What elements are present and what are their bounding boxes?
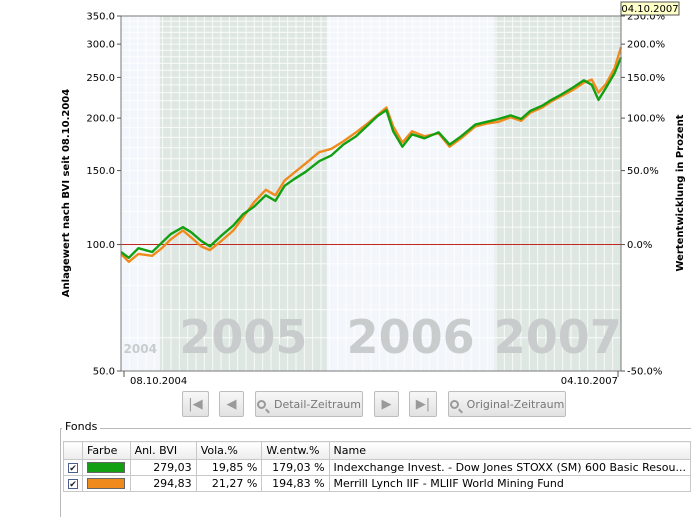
cell-anl-bvi: 279,03 [129, 459, 197, 476]
previous-button[interactable]: ◀ [219, 391, 244, 417]
original-zeitraum-label: Original-Zeitraum [466, 397, 565, 411]
original-zeitraum-button[interactable]: Original-Zeitraum [448, 391, 566, 417]
first-button[interactable]: |◀ [182, 391, 209, 417]
performance-chart[interactable]: 2004 2005 2006 2007 350.0 300.0 250.0 200.0 150… [0, 0, 691, 390]
grid-lines [121, 16, 621, 371]
x-axis-ticks: 08.10.2004 04.10.2007 [123, 371, 619, 387]
chevron-right-icon: ▶ [381, 396, 392, 412]
cell-vola: 19,85 % [195, 459, 263, 476]
next-button[interactable]: ▶ [374, 391, 399, 417]
right-tick-label: 100.0% [627, 114, 665, 125]
year-label: 2005 [179, 310, 307, 364]
left-tick-label: 50.0 [93, 367, 115, 378]
skip-back-icon: |◀ [188, 396, 203, 412]
column-header-wentw[interactable]: W.entw.% [261, 441, 330, 460]
table-row[interactable]: ✔ 279,03 19,85 % 179,03 % Indexchange In… [63, 459, 691, 476]
color-swatch [87, 462, 125, 473]
plot-area-border [120, 15, 622, 372]
right-tick-label: 50.0% [627, 166, 659, 177]
cell-name: Merrill Lynch IIF - MLIIF World Mining F… [328, 475, 691, 492]
color-swatch [87, 478, 125, 489]
year-label: 2004 [124, 342, 157, 356]
left-tick-label: 350.0 [86, 12, 115, 23]
left-tick-label: 250.0 [86, 73, 115, 84]
cell-wentw: 194,83 % [261, 475, 330, 492]
cursor-date-badge: 04.10.2007 [620, 1, 680, 16]
column-header-anl-bvi[interactable]: Anl. BVI [129, 441, 197, 460]
row-checkbox[interactable]: ✔ [68, 479, 78, 490]
cell-vola: 21,27 % [195, 475, 263, 492]
year-labels: 2004 2005 2006 2007 [124, 310, 622, 364]
left-tick-label: 300.0 [86, 40, 115, 51]
zoom-icon [449, 399, 459, 409]
x-tick-label: 08.10.2004 [130, 376, 187, 387]
left-tick-label: 100.0 [86, 240, 115, 251]
x-tick-label: 04.10.2007 [561, 376, 618, 387]
cell-anl-bvi: 294,83 [129, 475, 197, 492]
left-axis-title: Anlagewert nach BVI seit 08.10.2004 [61, 89, 72, 297]
table-header-row: Farbe Anl. BVI Vola.% W.entw.% Name [63, 441, 691, 460]
series-lines [120, 46, 623, 263]
year-label: 2006 [347, 310, 475, 364]
table-row[interactable]: ✔ 294,83 21,27 % 194,83 % Merrill Lynch … [63, 475, 691, 492]
cell-wentw: 179,03 % [261, 459, 330, 476]
chevron-left-icon: ◀ [226, 396, 237, 412]
left-tick-label: 150.0 [86, 166, 115, 177]
detail-zeitraum-label: Detail-Zeitraum [274, 397, 361, 411]
column-header-farbe[interactable]: Farbe [82, 441, 131, 460]
column-header-name[interactable]: Name [328, 441, 691, 460]
year-label: 2007 [494, 310, 622, 364]
column-header-check[interactable] [63, 441, 83, 460]
right-tick-label: -50.0% [627, 367, 662, 378]
series-line [120, 56, 623, 259]
column-header-vola[interactable]: Vola.% [195, 441, 263, 460]
right-tick-label: 150.0% [627, 73, 665, 84]
row-checkbox[interactable]: ✔ [68, 463, 78, 474]
last-button[interactable]: ▶| [409, 391, 437, 417]
right-axis-title: Wertentwicklung in Prozent [675, 114, 686, 271]
right-tick-label: 0.0% [627, 240, 652, 251]
skip-forward-icon: ▶| [415, 396, 431, 412]
right-axis-ticks: 250.0% 200.0% 150.0% 100.0% 50.0% 0.0% -50.0% [621, 12, 665, 378]
right-tick-label: 250.0% [627, 12, 665, 23]
cursor-date-label: 04.10.2007 [621, 4, 678, 15]
zoom-icon [257, 399, 266, 409]
left-tick-label: 200.0 [86, 114, 115, 125]
fonds-group [60, 428, 691, 517]
detail-zeitraum-button[interactable]: Detail-Zeitraum [255, 391, 363, 417]
cell-name: Indexchange Invest. - Dow Jones STOXX (S… [328, 459, 691, 476]
fonds-table: Farbe Anl. BVI Vola.% W.entw.% Name ✔ 27… [63, 441, 691, 492]
left-axis-ticks: 350.0 300.0 250.0 200.0 150.0 100.0 50.0 [86, 12, 121, 378]
right-tick-label: 200.0% [627, 40, 665, 51]
year-band [494, 16, 621, 371]
fonds-group-title: Fonds [62, 420, 101, 433]
